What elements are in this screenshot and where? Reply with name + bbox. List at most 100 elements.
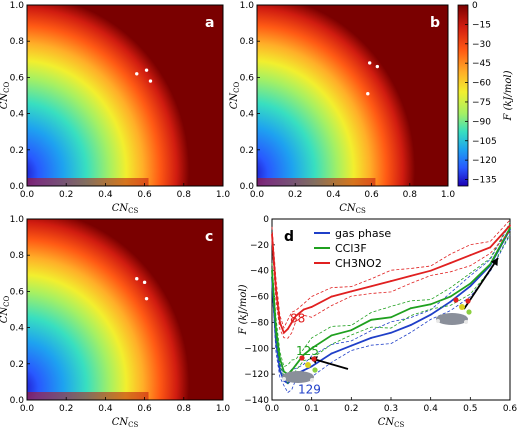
x-tick-label: 0.0 <box>250 190 265 200</box>
y-tick-label: 0.0 <box>10 396 25 406</box>
heatmap-field <box>27 219 223 400</box>
data-point <box>279 321 281 324</box>
series-band-upper <box>271 222 511 368</box>
heatmap-field <box>257 5 448 186</box>
data-point <box>310 365 313 368</box>
atom <box>305 362 311 368</box>
data-point <box>310 347 313 350</box>
data-point <box>286 327 289 330</box>
y-axis-label: F (kJ/mol) <box>238 284 249 335</box>
state-point <box>135 277 139 281</box>
y-tick-label: 1.0 <box>10 1 25 11</box>
colorbar-tick-label: −105 <box>472 137 497 147</box>
state-point <box>144 296 149 301</box>
y-tick-label: −140 <box>244 396 269 406</box>
data-point <box>449 262 452 264</box>
legend-label: gas phase <box>335 227 391 240</box>
data-point <box>469 285 472 288</box>
x-axis-label: CNCS <box>112 417 139 428</box>
heatmap-panel-b: 0.0 0.2 0.4 0.6 0.8 1.0 0.0 0.2 0.4 0.6 0.8 1.0 CNCS… <box>229 1 455 215</box>
colorbar-tick-label: −15 <box>472 20 491 30</box>
state-point <box>135 72 139 76</box>
atom <box>466 309 472 315</box>
colorbar-tick-label: −75 <box>472 98 491 108</box>
x-tick-label: 0.2 <box>288 190 302 200</box>
data-point <box>449 295 452 298</box>
data-point <box>330 352 333 355</box>
barrier-annotation: 129 <box>298 383 321 397</box>
data-point <box>350 290 353 293</box>
atom <box>282 377 286 381</box>
x-tick-label: 0.4 <box>98 190 113 200</box>
data-point <box>370 318 373 321</box>
y-tick-label: 0.6 <box>10 73 25 83</box>
colorbar-label: F (kJ/mol) <box>503 70 514 121</box>
y-tick-label: −120 <box>244 370 269 380</box>
data-point <box>489 263 492 266</box>
state-point <box>144 68 149 72</box>
heatmap-density <box>27 219 208 400</box>
legend-label: CH3NO2 <box>335 257 382 270</box>
data-point <box>370 285 373 288</box>
molecule-body <box>282 371 314 383</box>
y-tick-label: 0.8 <box>10 37 25 47</box>
x-tick-label: 0.6 <box>137 404 152 414</box>
series-band-lower <box>271 233 511 384</box>
plot-frame <box>26 218 224 401</box>
data-point <box>509 227 511 229</box>
data-point <box>449 300 452 303</box>
data-point <box>279 357 281 360</box>
data-point <box>429 269 432 272</box>
colorbar-tick-label: −45 <box>472 59 491 69</box>
series-band-lower <box>271 234 511 394</box>
y-tick-label: 0.0 <box>10 182 25 192</box>
x-tick-label: 0.0 <box>20 404 35 414</box>
x-tick-label: 0.1 <box>305 404 319 414</box>
heatmap-floor <box>27 392 149 400</box>
x-tick-label: 0.4 <box>326 190 341 200</box>
atom <box>310 378 314 382</box>
atom <box>311 356 317 362</box>
data-point <box>390 316 392 319</box>
y-tick-label: 0.4 <box>10 110 25 120</box>
data-point <box>409 274 412 277</box>
x-axis-label: CNCS <box>339 203 366 215</box>
data-point <box>283 370 285 373</box>
state-point <box>367 61 372 65</box>
panel-label: c <box>205 229 213 245</box>
atom <box>436 319 440 323</box>
y-tick-label: 1.0 <box>240 1 255 11</box>
data-point <box>429 303 432 306</box>
x-tick-label: 0.8 <box>177 404 192 414</box>
data-point <box>469 282 472 285</box>
x-axis-label: CNCS <box>112 203 139 215</box>
state-point <box>148 79 153 83</box>
plot-frame <box>256 4 449 187</box>
data-point <box>302 369 305 372</box>
x-tick-label: 0.2 <box>59 190 73 200</box>
y-tick-label: −80 <box>250 318 269 328</box>
data-point <box>330 295 333 298</box>
x-tick-label: 0.6 <box>364 190 379 200</box>
y-tick-label: 0 <box>263 215 269 225</box>
x-tick-label: 0.4 <box>98 404 113 414</box>
y-axis-label: CNCO <box>0 295 11 323</box>
data-point <box>302 353 305 356</box>
data-point <box>370 337 373 339</box>
data-point <box>330 334 333 337</box>
data-point <box>390 280 392 282</box>
data-point <box>275 289 277 292</box>
x-tick-label: 1.0 <box>216 404 231 414</box>
data-point <box>302 308 305 311</box>
data-point <box>283 331 285 334</box>
atom <box>464 320 468 324</box>
y-tick-label: −100 <box>244 344 269 354</box>
y-axis-label: CNCO <box>0 81 11 109</box>
x-tick-label: 0.2 <box>344 404 358 414</box>
x-tick-label: 0.4 <box>424 404 439 414</box>
legend: gas phase CCl3F CH3NO2 <box>314 227 391 270</box>
x-tick-label: 0.3 <box>384 404 398 414</box>
heatmap-density <box>257 5 433 186</box>
data-point <box>350 329 353 332</box>
